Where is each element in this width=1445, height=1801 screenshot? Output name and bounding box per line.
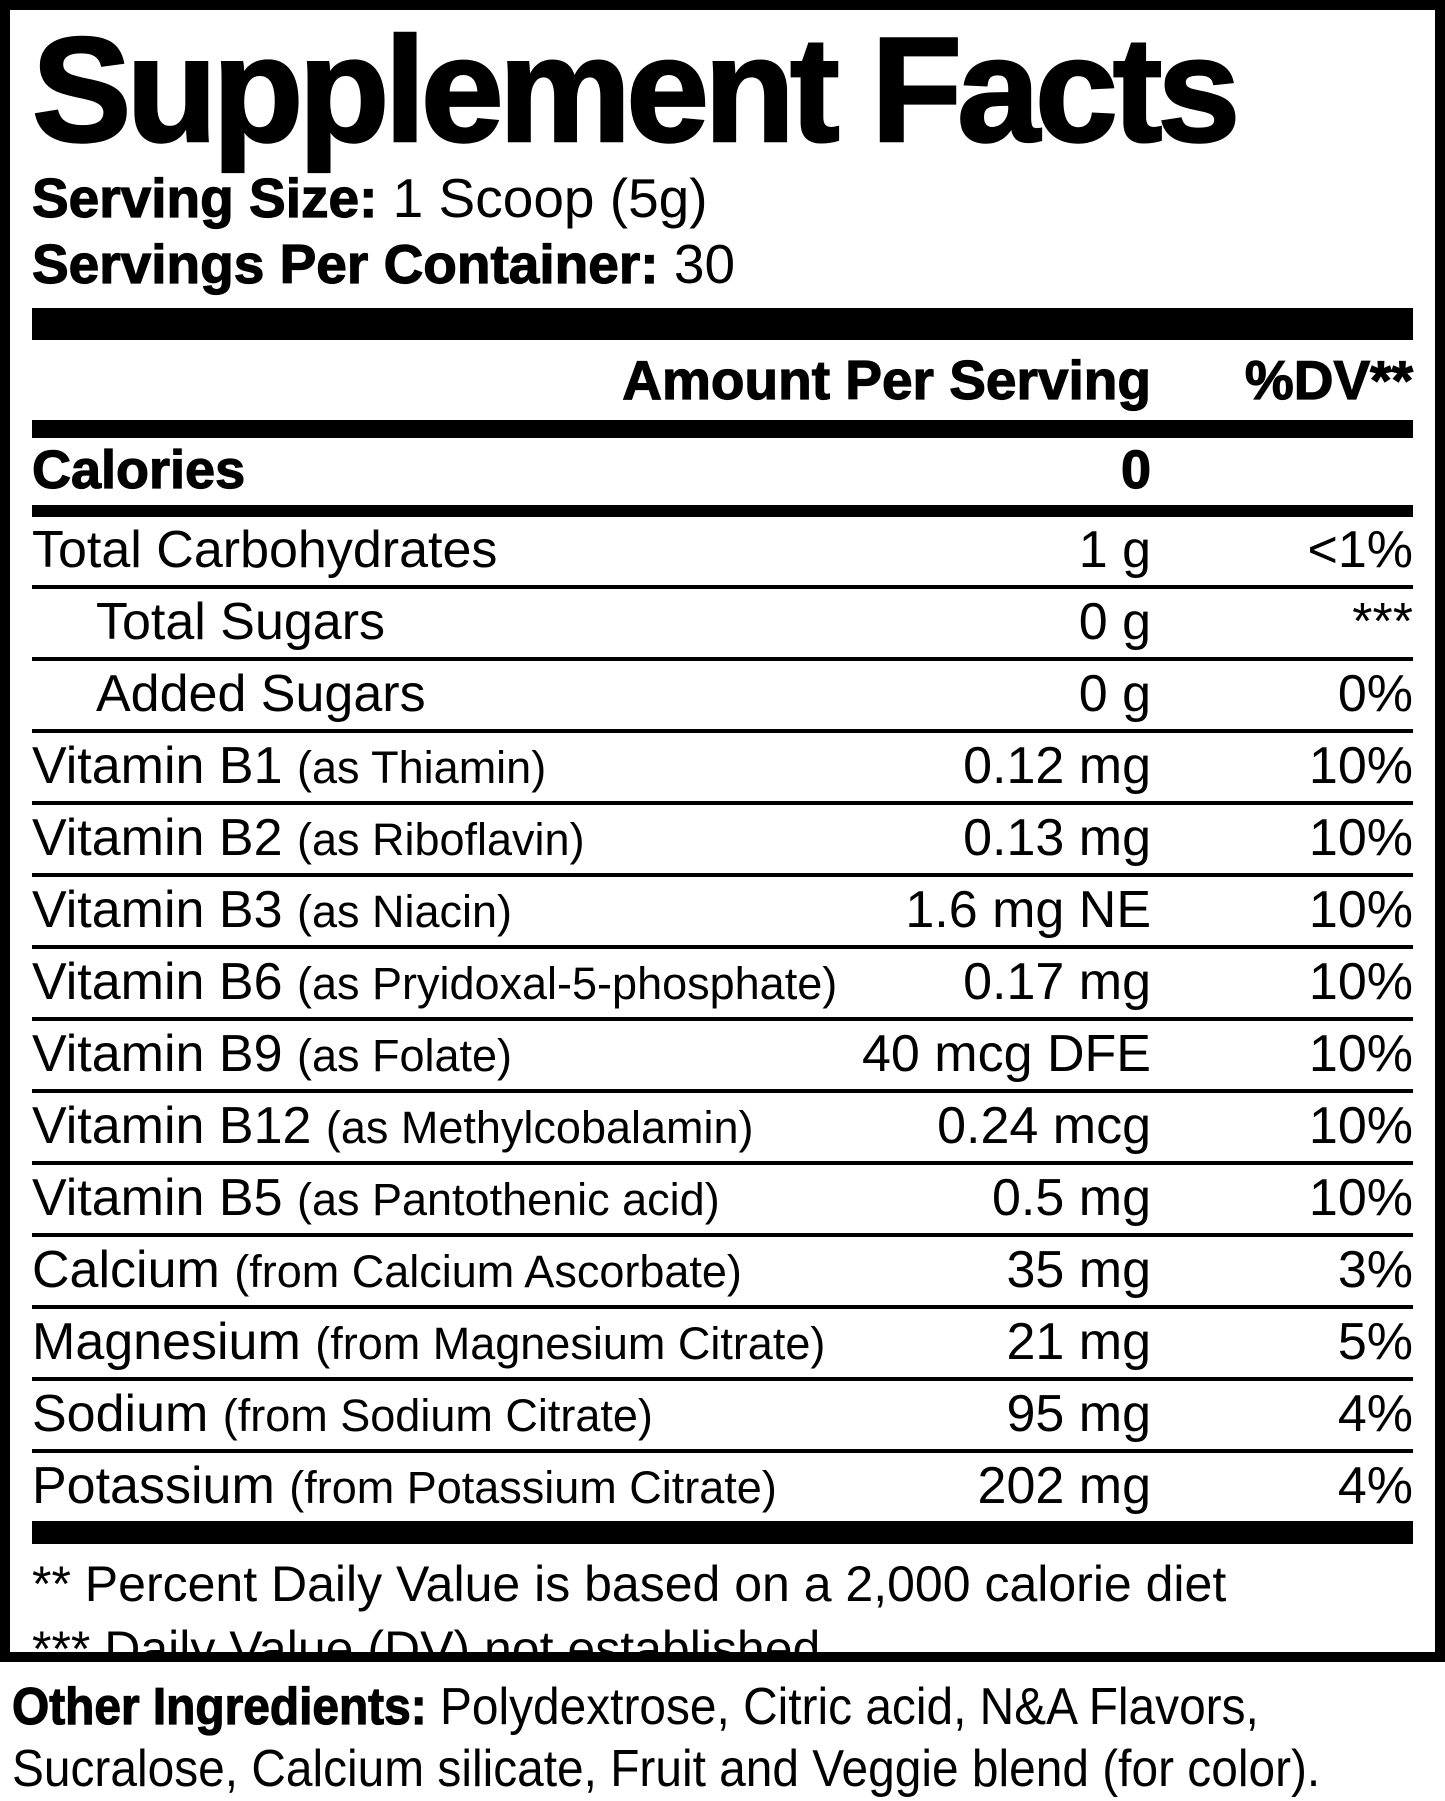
nutrient-name: Vitamin B5 — [32, 1168, 297, 1227]
nutrient-amount: 0.13 mg — [963, 808, 1151, 867]
nutrient-source: (as Pantothenic acid) — [296, 1173, 720, 1225]
nutrient-amount: 40 mcg DFE — [862, 1024, 1151, 1083]
other-ingredients-text-1: Polydextrose, Citric acid, N&A Flavors, — [426, 1678, 1259, 1736]
nutrient-table: Calories 0 Total Carbohydrates 1 g <1% T… — [31, 438, 1413, 1521]
table-row: Total Sugars 0 g *** — [32, 584, 1413, 657]
nutrient-name: Vitamin B3 — [32, 880, 297, 939]
separator-bar-thick-top — [32, 307, 1413, 340]
separator-bar-thick-bottom — [32, 1520, 1413, 1544]
table-row: Vitamin B3 (as Niacin) 1.6 mg NE 10% — [32, 872, 1413, 945]
nutrient-amount: 0.17 mg — [963, 952, 1151, 1011]
nutrient-source: (as Pryidoxal-5-phosphate) — [296, 957, 838, 1009]
nutrient-amount: 0.12 mg — [963, 736, 1151, 795]
nutrient-dv: 4% — [1337, 1456, 1413, 1515]
nutrient-amount: 202 mg — [977, 1456, 1151, 1515]
nutrient-dv: 5% — [1337, 1312, 1413, 1371]
nutrient-name: Vitamin B12 — [32, 1096, 326, 1155]
nutrient-name: Magnesium — [32, 1312, 316, 1371]
other-ingredients-label: Other Ingredients: — [11, 1677, 427, 1736]
table-row: Calories 0 — [31, 438, 1413, 505]
nutrient-amount: 0.24 mcg — [937, 1096, 1151, 1155]
separator-bar-under-header — [32, 419, 1413, 438]
servings-per-container-line: Servings Per Container: 30 — [31, 233, 1413, 296]
nutrient-name: Vitamin B2 — [32, 808, 297, 867]
nutrient-source: (as Niacin) — [296, 885, 512, 937]
nutrient-name: Sodium — [32, 1384, 223, 1443]
table-row: Vitamin B9 (as Folate) 40 mcg DFE 10% — [32, 1016, 1413, 1089]
nutrient-source: (as Folate) — [296, 1029, 513, 1081]
nutrient-amount: 0 g — [1078, 664, 1151, 723]
table-row: Potassium (from Potassium Citrate) 202 m… — [32, 1448, 1413, 1521]
nutrient-dv: 10% — [1308, 736, 1413, 795]
nutrient-name: Added Sugars — [96, 664, 426, 723]
nutrient-name: Vitamin B9 — [32, 1024, 297, 1083]
nutrient-name: Calcium — [32, 1240, 235, 1299]
footnote-dv: ** Percent Daily Value is based on a 2,0… — [32, 1555, 1227, 1612]
nutrient-dv: 10% — [1308, 1024, 1413, 1083]
table-row: Added Sugars 0 g 0% — [32, 656, 1413, 729]
nutrient-dv: <1% — [1307, 520, 1413, 579]
nutrient-source: (from Sodium Citrate) — [222, 1389, 653, 1441]
other-ingredients-line-2: Sucralose, Calcium silicate, Fruit and V… — [12, 1740, 1321, 1799]
nutrient-amount: 35 mg — [1006, 1240, 1151, 1299]
nutrient-dv: 4% — [1337, 1384, 1413, 1443]
nutrient-dv: 10% — [1308, 952, 1413, 1011]
other-ingredients: Other Ingredients: Polydextrose, Citric … — [11, 1676, 1445, 1801]
nutrient-source: (from Magnesium Citrate) — [315, 1317, 826, 1369]
nutrient-amount: 0 — [1120, 439, 1151, 500]
nutrient-name: Vitamin B1 — [32, 736, 297, 795]
nutrient-dv: 3% — [1337, 1240, 1413, 1299]
nutrient-source: (as Methylcobalamin) — [325, 1101, 754, 1153]
other-ingredients-line-1: Other Ingredients: Polydextrose, Citric … — [11, 1676, 1330, 1738]
nutrient-amount: 1 g — [1078, 520, 1151, 579]
nutrient-source: (as Thiamin) — [296, 741, 547, 793]
table-row: Vitamin B6 (as Pryidoxal-5-phosphate) 0.… — [32, 944, 1413, 1017]
nutrient-name: Calories — [31, 439, 246, 500]
nutrient-dv: 10% — [1308, 1096, 1413, 1155]
nutrient-name: Total Sugars — [96, 592, 386, 651]
column-header-row: Amount Per Serving %DV** — [32, 340, 1414, 420]
nutrient-name: Total Carbohydrates — [32, 520, 498, 579]
serving-size-value: 1 Scoop (5g) — [377, 166, 708, 229]
servings-per-container-value: 30 — [658, 233, 736, 296]
nutrient-amount: 0.5 mg — [992, 1168, 1151, 1227]
footnotes: ** Percent Daily Value is based on a 2,0… — [32, 1544, 1413, 1662]
nutrient-dv: 10% — [1308, 808, 1413, 867]
nutrient-dv: *** — [1352, 592, 1413, 651]
nutrient-source: (as Riboflavin) — [296, 813, 585, 865]
nutrient-source: (from Calcium Ascorbate) — [234, 1245, 742, 1297]
table-row: Total Carbohydrates 1 g <1% — [32, 504, 1413, 585]
servings-per-container-label: Servings Per Container: — [31, 233, 659, 296]
table-row: Vitamin B1 (as Thiamin) 0.12 mg 10% — [32, 728, 1413, 801]
panel-title: Supplement Facts — [31, 6, 1242, 173]
amount-column-header: Amount Per Serving — [622, 348, 1152, 411]
table-row: Vitamin B2 (as Riboflavin) 0.13 mg 10% — [32, 800, 1413, 873]
dv-column-header: %DV** — [1244, 348, 1413, 411]
serving-size-label: Serving Size: — [31, 166, 378, 229]
table-row: Sodium (from Sodium Citrate) 95 mg 4% — [32, 1376, 1413, 1449]
nutrient-dv: 0% — [1337, 664, 1413, 723]
table-row: Vitamin B5 (as Pantothenic acid) 0.5 mg … — [32, 1160, 1413, 1233]
footnote-dv-not-established: *** Daily Value (DV) not established — [32, 1620, 821, 1662]
table-row: Calcium (from Calcium Ascorbate) 35 mg 3… — [32, 1232, 1413, 1305]
nutrient-amount: 1.6 mg NE — [905, 880, 1151, 939]
table-row: Magnesium (from Magnesium Citrate) 21 mg… — [32, 1304, 1413, 1377]
nutrient-name: Potassium — [32, 1456, 290, 1515]
nutrient-amount: 0 g — [1078, 592, 1151, 651]
nutrient-dv: 10% — [1308, 1168, 1413, 1227]
supplement-facts-panel: Supplement Facts Serving Size: 1 Scoop (… — [0, 0, 1445, 1662]
nutrient-dv: 10% — [1308, 880, 1413, 939]
nutrient-source: (from Potassium Citrate) — [289, 1461, 777, 1513]
serving-size-line: Serving Size: 1 Scoop (5g) — [31, 166, 1413, 230]
nutrient-name: Vitamin B6 — [32, 952, 297, 1011]
nutrient-amount: 95 mg — [1006, 1384, 1151, 1443]
table-row: Vitamin B12 (as Methylcobalamin) 0.24 mc… — [32, 1088, 1413, 1161]
nutrient-amount: 21 mg — [1006, 1312, 1151, 1371]
